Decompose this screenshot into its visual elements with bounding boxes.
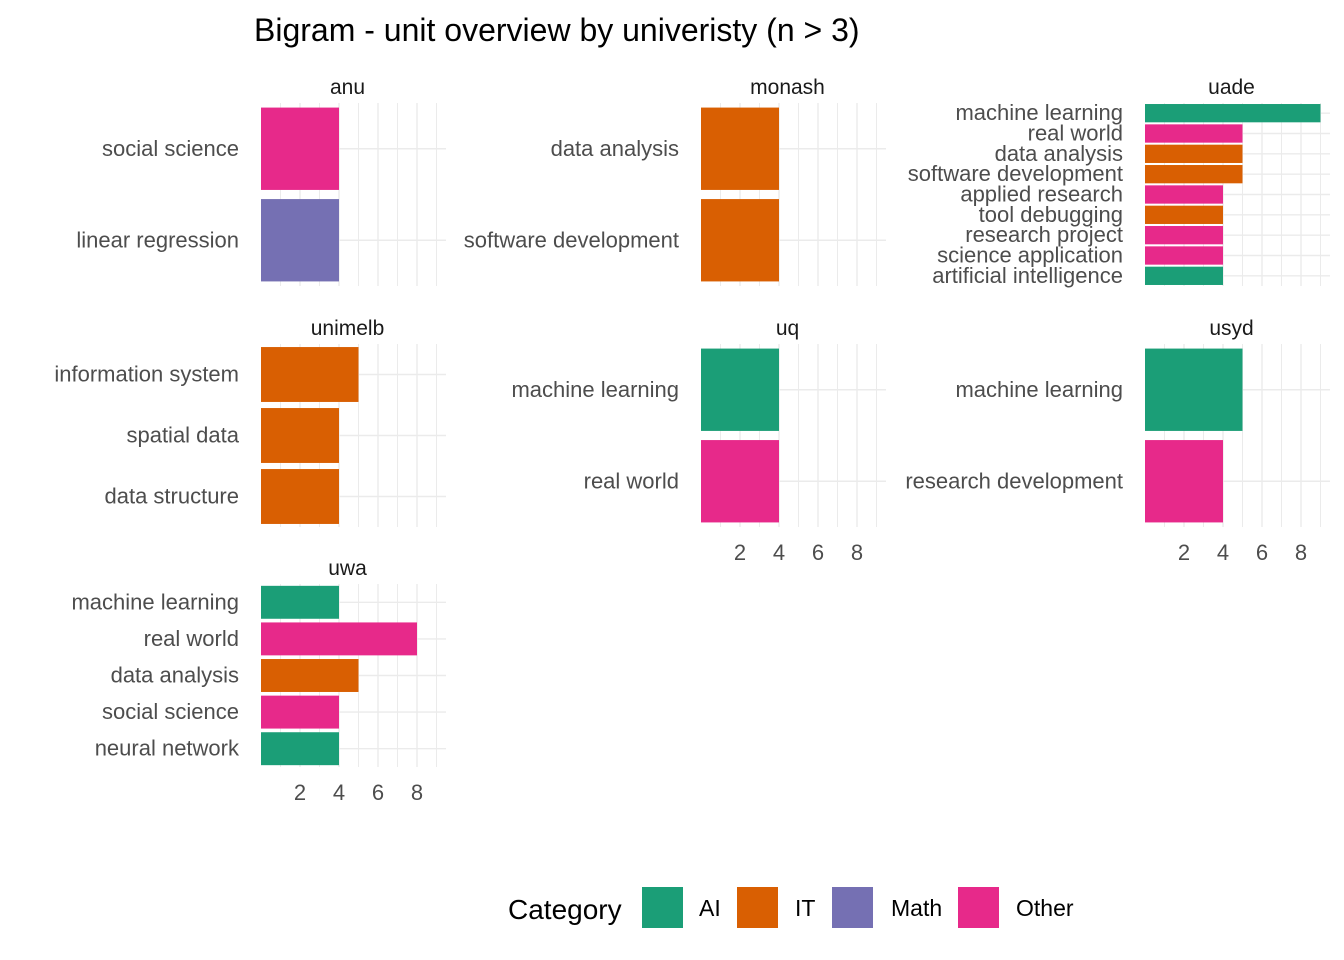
y-tick-label: information system: [54, 362, 239, 387]
x-tick-label: 8: [411, 780, 423, 805]
facet-panels: anu social science linear regression monash…: [54, 76, 1330, 805]
x-tick-label: 4: [333, 780, 345, 805]
facet-uwa: uwa machine learning real world data analys…: [71, 557, 446, 805]
x-tick-label: 4: [1217, 540, 1229, 565]
bar-science-application: [1145, 246, 1223, 265]
y-tick-label: machine learning: [955, 377, 1123, 402]
bar-machine-learning: [1145, 104, 1321, 123]
x-tick-label: 2: [294, 780, 306, 805]
facet-title: usyd: [1209, 317, 1253, 340]
y-tick-label: data structure: [104, 484, 239, 509]
y-tick-label: social science: [102, 136, 239, 161]
y-tick-label: tool debugging: [979, 202, 1123, 227]
y-tick-label: machine learning: [955, 100, 1123, 125]
y-tick-label: real world: [584, 468, 679, 493]
bar-spatial-data: [261, 408, 339, 463]
y-tick-label: spatial data: [126, 423, 239, 448]
bar-data-structure: [261, 469, 339, 524]
bar-neural-network: [261, 732, 339, 766]
y-tick-label: neural network: [95, 736, 240, 761]
legend-label-ai: AI: [699, 895, 721, 921]
y-tick-label: data analysis: [111, 663, 239, 688]
legend-key-other: [958, 887, 999, 928]
x-tick-label: 6: [372, 780, 384, 805]
bar-tool-debugging: [1145, 205, 1223, 224]
bar-research-development: [1145, 440, 1223, 523]
legend-label-math: Math: [891, 895, 942, 921]
y-tick-label: research project: [965, 222, 1123, 247]
legend-key-it: [737, 887, 778, 928]
bar-social-science: [261, 695, 339, 729]
facet-uq: uq machine learning real world 2 4 6 8: [511, 317, 886, 565]
bar-machine-learning: [261, 585, 339, 619]
facet-title: monash: [750, 76, 825, 99]
y-tick-label: machine learning: [511, 377, 679, 402]
bar-machine-learning: [701, 348, 779, 431]
y-tick-label: linear regression: [76, 227, 239, 252]
y-tick-label: machine learning: [71, 589, 239, 614]
y-tick-label: applied research: [960, 182, 1123, 207]
x-tick-label: 6: [812, 540, 824, 565]
legend-label-other: Other: [1016, 895, 1074, 921]
x-tick-label: 4: [773, 540, 785, 565]
bar-data-analysis: [1145, 144, 1243, 163]
y-tick-label: science application: [937, 243, 1123, 268]
chart-title: Bigram - unit overview by univeristy (n …: [254, 12, 860, 48]
y-tick-label: real world: [144, 626, 239, 651]
facet-usyd: usyd machine learning research development…: [905, 317, 1330, 565]
bar-research-project: [1145, 226, 1223, 245]
bar-linear-regression: [261, 199, 339, 282]
bar-applied-research: [1145, 185, 1223, 204]
bar-data-analysis: [261, 659, 359, 692]
bar-machine-learning: [1145, 348, 1243, 431]
legend-key-ai: [642, 887, 683, 928]
bar-information-system: [261, 347, 359, 402]
y-tick-label: software development: [464, 227, 679, 252]
legend-label-it: IT: [795, 895, 815, 921]
facet-monash: monash data analysis software development: [464, 76, 886, 286]
facet-title: anu: [330, 76, 365, 99]
y-tick-label: social science: [102, 699, 239, 724]
x-tick-label: 8: [1295, 540, 1307, 565]
legend: Category AI IT Math Other: [508, 887, 1074, 928]
bar-data-analysis: [701, 107, 779, 190]
y-tick-label: research development: [905, 468, 1123, 493]
facet-anu: anu social science linear regression: [76, 76, 446, 286]
legend-title: Category: [508, 894, 622, 925]
y-tick-label: data analysis: [995, 141, 1123, 166]
y-tick-label: real world: [1028, 121, 1123, 146]
y-tick-label: software development: [908, 161, 1123, 186]
x-tick-label: 8: [851, 540, 863, 565]
bar-software-development: [1145, 165, 1243, 184]
legend-key-math: [832, 887, 873, 928]
y-tick-label: data analysis: [551, 136, 679, 161]
bar-real-world: [701, 440, 779, 523]
x-tick-label: 2: [1178, 540, 1190, 565]
bar-social-science: [261, 107, 339, 190]
facet-unimelb: unimelb information system spatial data dat…: [54, 317, 446, 527]
bar-real-world: [261, 622, 417, 656]
facet-title: uade: [1208, 76, 1255, 99]
facet-title: uwa: [328, 557, 367, 580]
x-tick-label: 6: [1256, 540, 1268, 565]
x-tick-label: 2: [734, 540, 746, 565]
y-tick-label: artificial intelligence: [932, 263, 1123, 288]
facet-title: unimelb: [311, 317, 385, 340]
bar-software-development: [701, 199, 779, 282]
facet-title: uq: [776, 317, 799, 340]
bar-real-world: [1145, 124, 1243, 143]
bar-artificial-intelligence: [1145, 266, 1223, 285]
